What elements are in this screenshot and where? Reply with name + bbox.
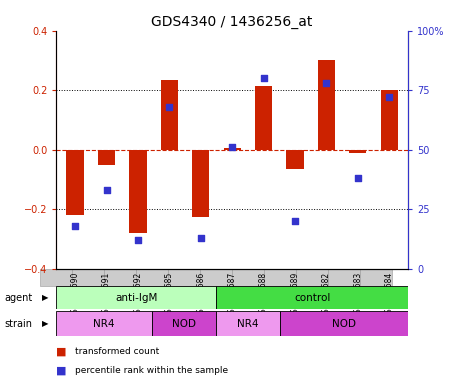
Bar [161, 80, 178, 150]
Bar [380, 90, 398, 150]
Point [228, 144, 236, 151]
Text: control: control [294, 293, 330, 303]
Bar [318, 60, 335, 150]
Bar [216, 311, 280, 336]
Text: percentile rank within the sample: percentile rank within the sample [75, 366, 228, 375]
Point [166, 104, 173, 110]
Text: strain: strain [5, 318, 33, 329]
Text: ■: ■ [56, 366, 67, 376]
Point [103, 187, 110, 193]
Bar [255, 86, 272, 150]
Text: ■: ■ [56, 346, 67, 356]
Text: anti-IgM: anti-IgM [115, 293, 158, 303]
Bar [98, 150, 115, 165]
Text: NOD: NOD [332, 318, 356, 329]
Point [291, 218, 299, 224]
Point [197, 235, 204, 241]
Text: ▶: ▶ [42, 293, 49, 302]
Bar [287, 150, 303, 169]
Bar [129, 150, 147, 233]
Text: agent: agent [5, 293, 33, 303]
Bar [192, 150, 209, 217]
Bar [67, 150, 84, 215]
Text: GDS4340 / 1436256_at: GDS4340 / 1436256_at [151, 15, 313, 29]
Bar [349, 150, 366, 153]
Bar [56, 286, 216, 309]
Point [260, 75, 267, 81]
Bar [152, 311, 216, 336]
Text: NOD: NOD [172, 318, 196, 329]
Point [134, 237, 142, 243]
Text: ▶: ▶ [42, 319, 49, 328]
Text: NR4: NR4 [237, 318, 259, 329]
Text: NR4: NR4 [93, 318, 115, 329]
Bar [224, 148, 241, 150]
Point [386, 94, 393, 101]
Point [354, 175, 362, 181]
Point [323, 80, 330, 86]
Bar [216, 286, 408, 309]
Point [71, 223, 79, 229]
Bar [56, 311, 152, 336]
Bar [280, 311, 408, 336]
Text: transformed count: transformed count [75, 347, 159, 356]
